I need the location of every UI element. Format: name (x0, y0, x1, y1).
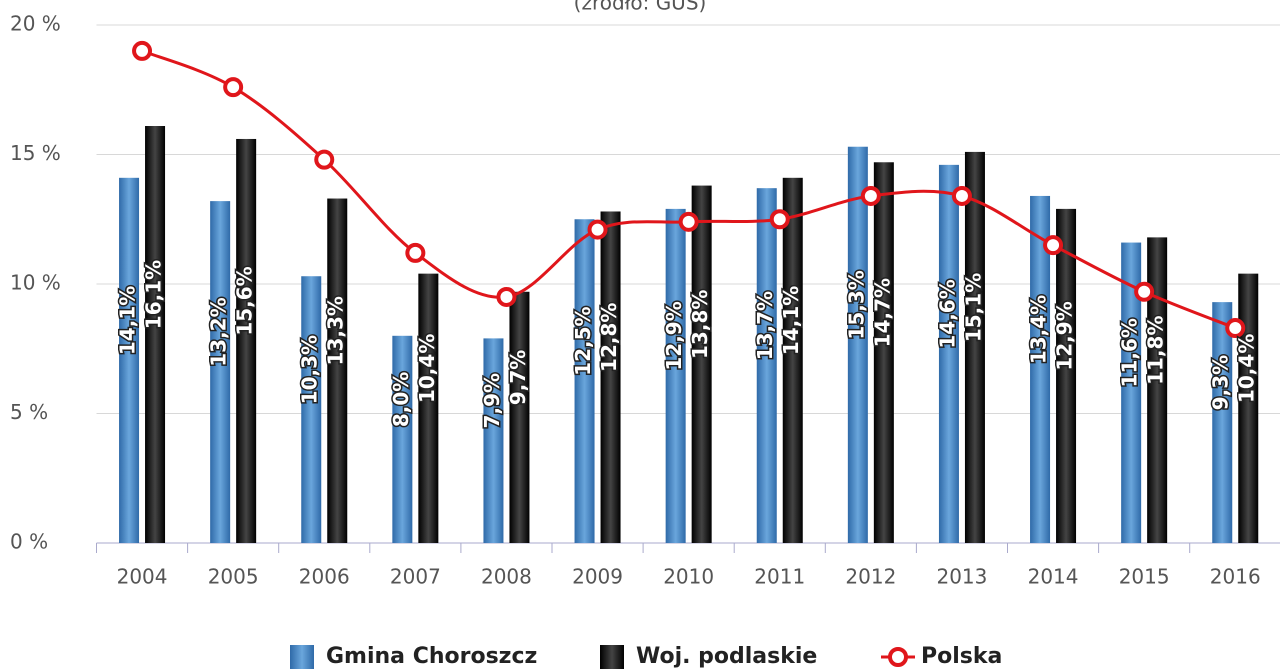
x-tick-label: 2006 (299, 565, 350, 589)
bar (574, 219, 595, 543)
legend-label: Woj. podlaskie (636, 644, 817, 669)
bar (1121, 242, 1142, 543)
value-label: 12,9% (662, 301, 686, 370)
bar (236, 138, 257, 543)
value-label: 15,6% (233, 266, 257, 335)
line-point (314, 149, 335, 170)
value-label: 11,8% (1144, 315, 1168, 384)
bar (1056, 208, 1077, 543)
y-tick-label: 0 % (10, 530, 48, 554)
chart-subtitle: (źródło: GUS) (574, 0, 707, 15)
x-tick-label: 2005 (208, 565, 259, 589)
bar (1238, 273, 1259, 543)
legend-marker (888, 647, 908, 667)
bar (145, 126, 166, 543)
value-label: 10,4% (415, 334, 439, 403)
value-label: 13,3% (324, 296, 348, 365)
bar (964, 151, 985, 543)
line-point (769, 209, 790, 230)
y-tick-label: 20 % (10, 12, 61, 36)
x-tick-label: 2015 (1119, 565, 1170, 589)
value-label: 10,4% (1235, 334, 1259, 403)
line-point (1134, 281, 1155, 302)
bar (938, 164, 959, 544)
bar (210, 201, 231, 543)
bar (301, 276, 322, 543)
value-label: 15,1% (961, 273, 985, 342)
value-label: 14,1% (779, 286, 803, 355)
line-point (678, 211, 699, 232)
legend-label: Polska (921, 644, 1002, 669)
line-point (951, 185, 972, 206)
value-label: 12,9% (1053, 301, 1077, 370)
y-tick-label: 15 % (10, 141, 61, 165)
bar (119, 177, 140, 543)
legend-swatch (290, 645, 314, 669)
line-point (587, 219, 608, 240)
line-point (1225, 318, 1246, 339)
x-tick-label: 2013 (936, 565, 987, 589)
y-tick-label: 5 % (10, 400, 48, 424)
value-label: 13,8% (688, 290, 712, 359)
x-tick-label: 2004 (117, 565, 168, 589)
x-tick-label: 2009 (572, 565, 623, 589)
bar (327, 198, 348, 543)
line-point (496, 286, 517, 307)
bar (483, 338, 504, 543)
x-tick-label: 2011 (754, 565, 805, 589)
value-label: 16,1% (142, 260, 166, 329)
legend-label: Gmina Choroszcz (326, 644, 537, 669)
value-label: 9,3% (1209, 355, 1233, 410)
value-label: 10,3% (298, 335, 322, 404)
x-tick-label: 2014 (1028, 565, 1079, 589)
bar (1147, 237, 1168, 543)
value-label: 12,5% (571, 306, 595, 375)
x-tick-label: 2010 (663, 565, 714, 589)
legend-swatch (600, 645, 624, 669)
bar (1030, 195, 1051, 543)
line-point (1043, 235, 1064, 256)
value-label: 12,8% (597, 303, 621, 372)
value-label: 13,2% (207, 297, 231, 366)
bar (847, 146, 868, 544)
value-label: 14,6% (935, 279, 959, 348)
value-label: 15,3% (844, 270, 868, 339)
line-point (860, 185, 881, 206)
bar (691, 185, 712, 543)
line-point (405, 242, 426, 263)
value-label: 7,9% (480, 373, 504, 428)
value-label: 13,4% (1027, 295, 1051, 364)
x-tick-label: 2007 (390, 565, 441, 589)
line-point (132, 40, 153, 61)
bar (665, 208, 686, 543)
value-label: 14,7% (870, 278, 894, 347)
bar (392, 335, 413, 543)
value-label: 14,1% (116, 286, 140, 355)
x-tick-label: 2008 (481, 565, 532, 589)
x-tick-label: 2012 (845, 565, 896, 589)
bar (1212, 302, 1233, 543)
value-label: 13,7% (753, 291, 777, 360)
line-point (223, 77, 244, 98)
x-tick-label: 2016 (1210, 565, 1261, 589)
y-tick-label: 10 % (10, 271, 61, 295)
bar (418, 273, 439, 543)
value-label: 9,7% (506, 350, 530, 405)
bar (873, 162, 894, 543)
bar (782, 177, 803, 543)
value-label: 8,0% (389, 372, 413, 427)
bar (509, 291, 530, 543)
bar (600, 211, 621, 544)
value-label: 11,6% (1118, 318, 1142, 387)
bar (756, 188, 777, 544)
